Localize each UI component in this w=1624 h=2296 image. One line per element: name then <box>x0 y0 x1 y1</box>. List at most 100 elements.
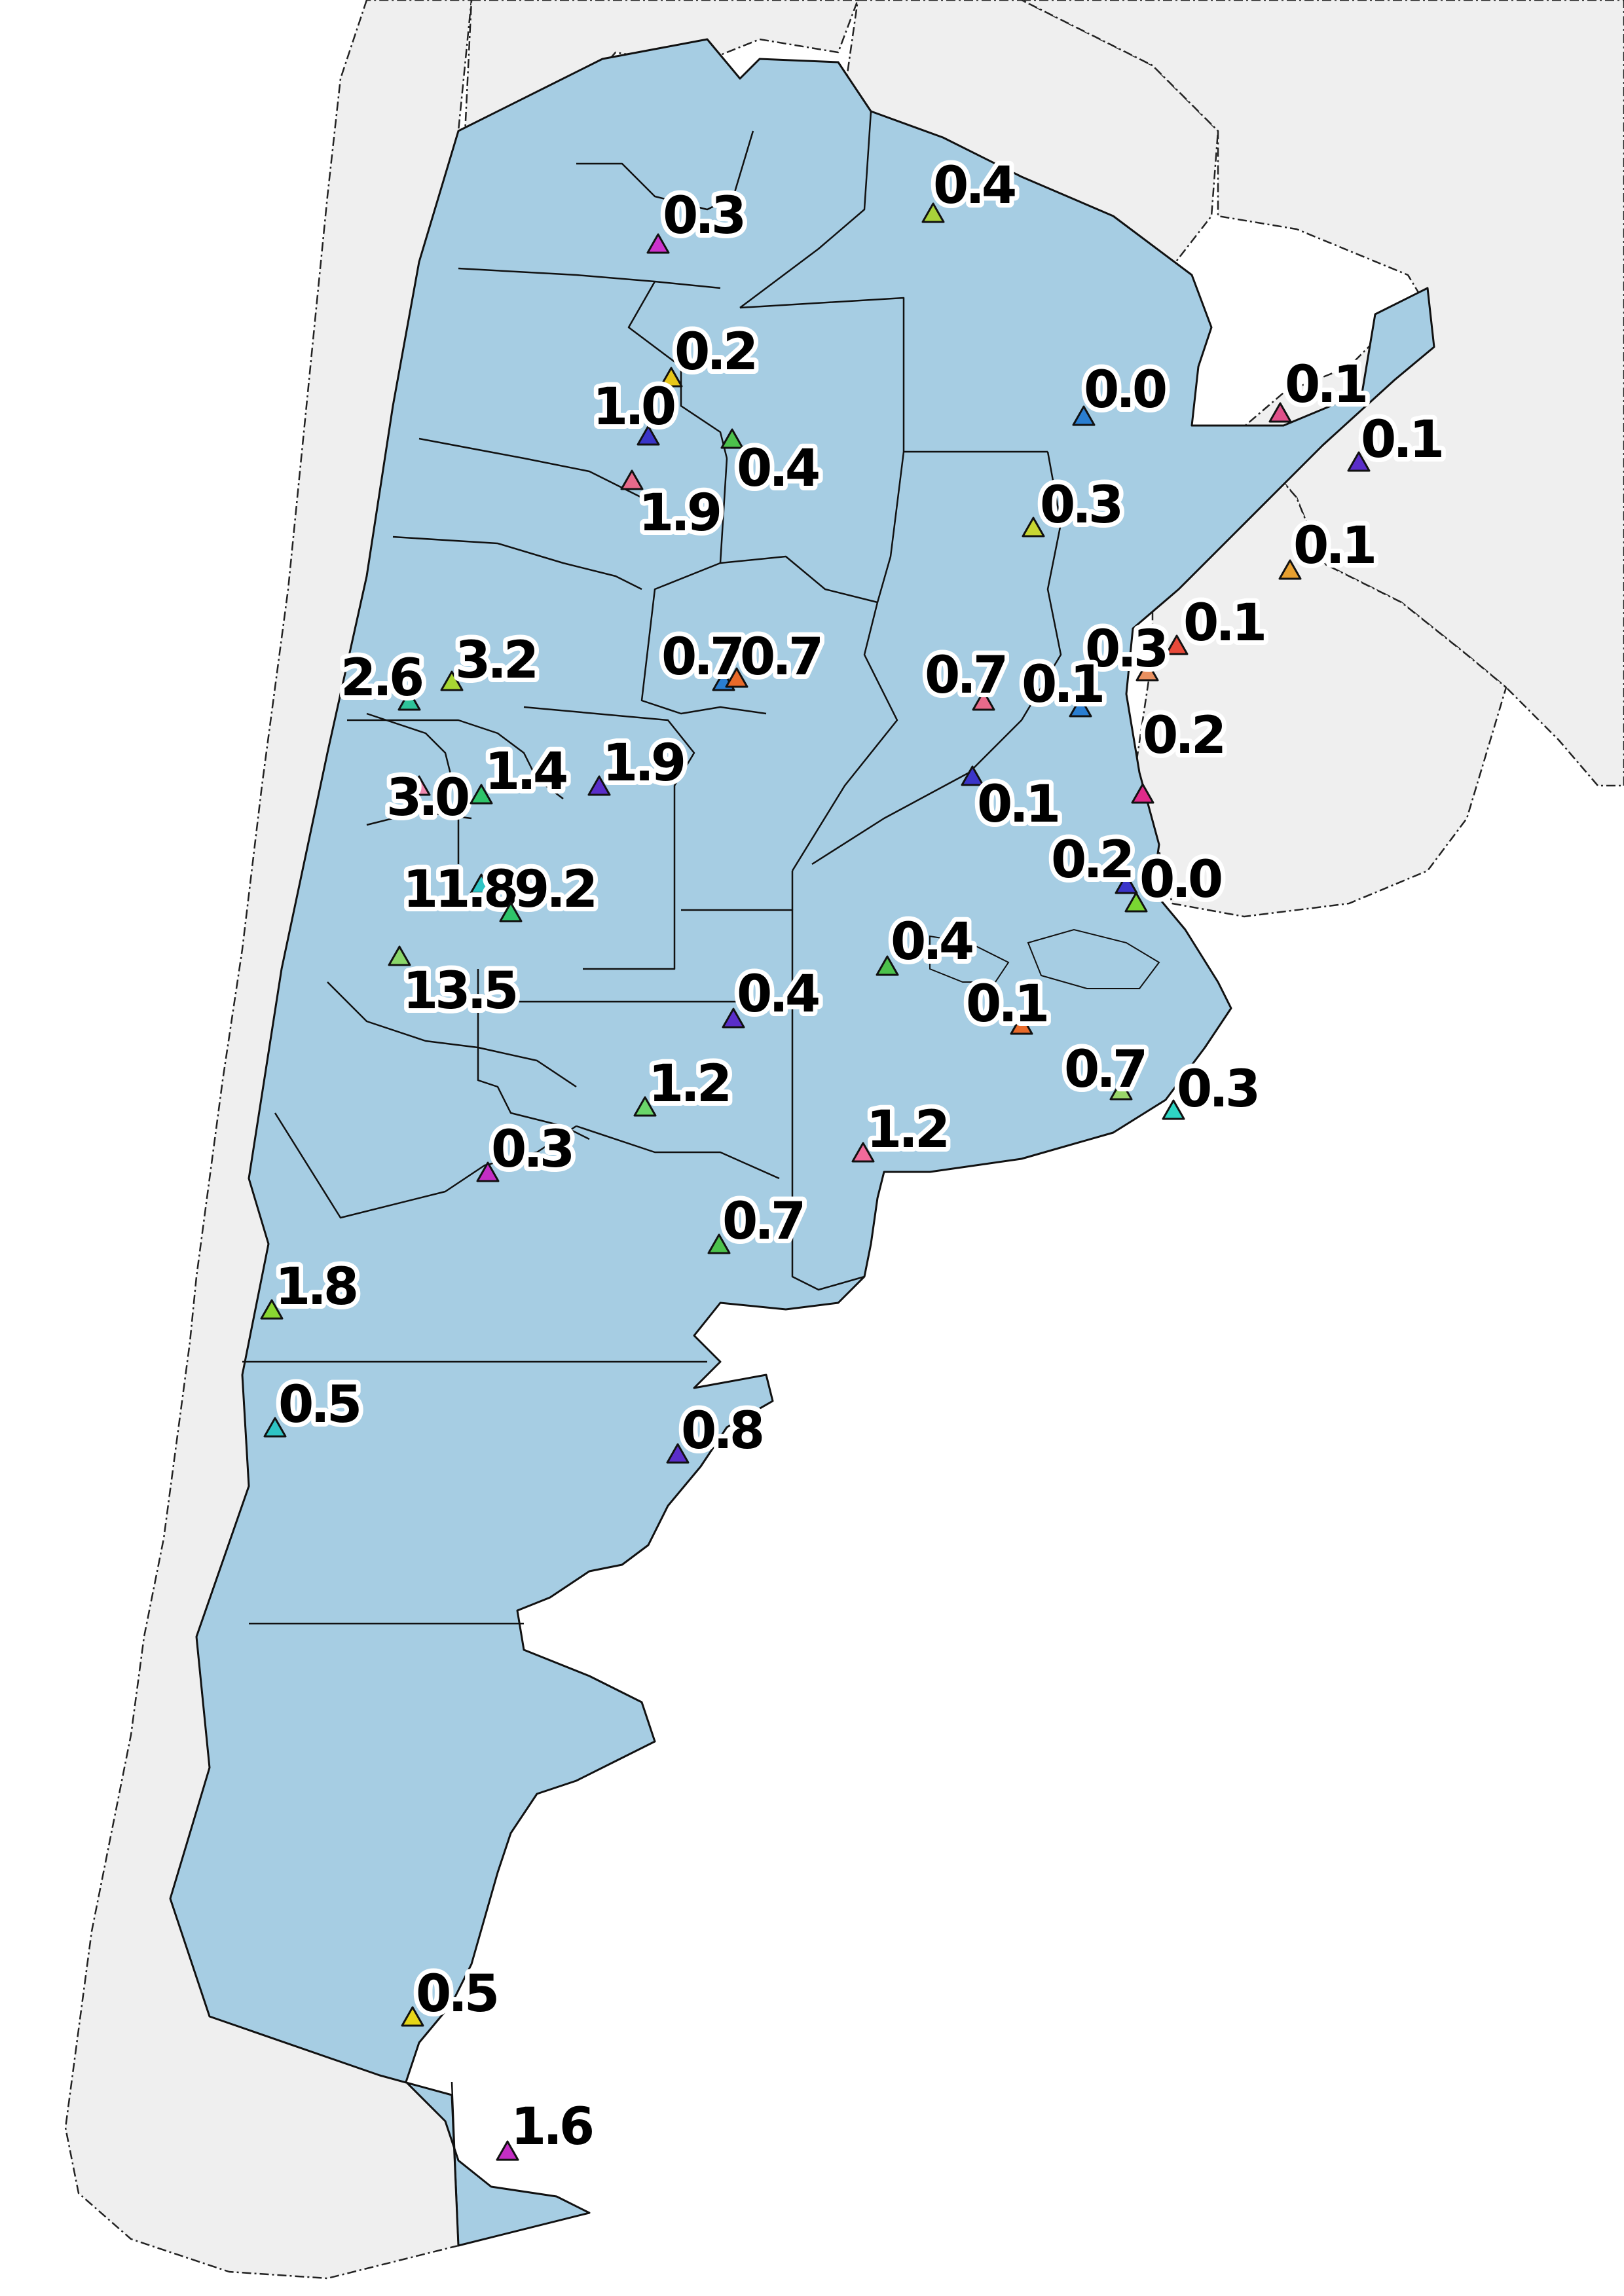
station-value-label: 13.5 <box>403 962 515 1021</box>
station-value-label: 0.3 <box>1177 1060 1257 1119</box>
border-line <box>347 719 564 799</box>
station-value-label: 0.4 <box>933 156 1015 215</box>
station-value-label: 0.1 <box>1361 410 1441 469</box>
station-marker <box>1165 634 1189 655</box>
station-marker <box>1069 697 1092 718</box>
station-value-label: 0.3 <box>1085 620 1166 679</box>
border-line <box>576 130 754 211</box>
station-value-label: 0.0 <box>1139 850 1221 909</box>
station-value-label: 1.9 <box>638 484 720 543</box>
border-line <box>418 437 642 499</box>
station-value-label: 1.2 <box>866 1101 947 1159</box>
station-marker <box>388 945 411 966</box>
station-value-label: 0.7 <box>1064 1040 1145 1099</box>
border-line <box>811 451 1062 866</box>
station-marker <box>666 1443 690 1464</box>
station-value-label: 1.8 <box>275 1258 356 1317</box>
station-value-label: 0.3 <box>663 187 743 246</box>
station-value-label: 3.2 <box>455 631 536 690</box>
station-value-label: 0.3 <box>491 1120 572 1179</box>
station-value-label: 0.2 <box>1051 831 1132 890</box>
station-value-label: 0.0 <box>1084 361 1166 420</box>
station-value-label: 0.7 <box>925 646 1005 705</box>
station-marker <box>407 775 431 796</box>
station-marker <box>725 667 748 688</box>
border-line <box>451 2081 460 2246</box>
station-value-label: 2.6 <box>341 649 422 708</box>
bolivia <box>457 0 859 270</box>
station-value-label: 0.4 <box>737 439 819 498</box>
station-marker <box>1162 1099 1185 1120</box>
border-line <box>392 536 642 591</box>
station-marker <box>637 425 660 446</box>
station-marker <box>1131 783 1154 804</box>
border-line <box>791 451 905 871</box>
station-marker <box>1010 1014 1033 1035</box>
station-value-label: 1.6 <box>511 2098 593 2157</box>
border-line <box>327 981 577 1088</box>
border-line <box>523 706 695 970</box>
station-marker <box>440 670 464 691</box>
station-marker <box>1278 559 1302 580</box>
border-line <box>458 267 721 289</box>
station-value-label: 1.4 <box>485 742 566 801</box>
station-marker <box>470 873 493 894</box>
station-value-label: 0.2 <box>1143 706 1223 765</box>
station-marker <box>659 367 683 388</box>
border-line <box>366 712 460 864</box>
station-marker <box>401 2006 424 2027</box>
station-value-label: 0.1 <box>1022 655 1102 714</box>
station-value-label: 0.7 <box>661 628 742 687</box>
station-marker <box>587 775 611 796</box>
station-marker <box>263 1417 287 1438</box>
border-line <box>739 297 1048 453</box>
station-value-label: 11.8 <box>403 860 516 919</box>
station-value-label: 0.1 <box>1183 594 1264 653</box>
station-marker <box>707 1233 731 1254</box>
station-marker <box>1022 517 1045 538</box>
station-value-label: 0.1 <box>1293 517 1374 575</box>
station-value-label: 0.1 <box>1285 355 1365 414</box>
border-line <box>681 909 865 1291</box>
border-line <box>576 1125 780 1180</box>
station-marker <box>476 1161 500 1182</box>
province-borders <box>242 62 1062 2246</box>
station-marker <box>1347 451 1371 472</box>
falkland-islands <box>929 935 1010 983</box>
neighbor-countries <box>64 0 1624 2280</box>
station-value-label: 0.5 <box>278 1376 359 1434</box>
station-value-label: 3.0 <box>386 769 468 828</box>
border-line <box>640 562 767 715</box>
station-marker <box>496 2140 519 2161</box>
station-marker <box>646 233 670 254</box>
border-line <box>739 62 872 308</box>
station-value-label: 0.3 <box>1040 476 1120 535</box>
station-value-label: 0.1 <box>966 975 1046 1034</box>
station-marker <box>972 690 995 711</box>
station-value-label: 0.4 <box>891 913 972 972</box>
station-value-label: 1.9 <box>602 734 684 793</box>
border-line <box>274 1112 577 1219</box>
station-marker <box>633 1096 657 1117</box>
station-marker <box>470 784 493 805</box>
station-value-label: 0.7 <box>740 628 821 687</box>
station-marker <box>499 902 523 922</box>
border-line <box>719 458 878 604</box>
argentina <box>169 38 1435 2247</box>
station-value-label: 1.2 <box>648 1055 729 1114</box>
station-value-label: 0.2 <box>674 323 755 382</box>
station-layer: 0.30.40.21.00.41.90.0 0.10.10.30.10.10.32… <box>260 152 1449 2161</box>
station-marker <box>260 1299 284 1320</box>
station-value-label: 1.0 <box>593 378 674 437</box>
station-marker <box>397 690 421 711</box>
station-value-label: 0.7 <box>722 1192 803 1251</box>
argentina-mainland <box>169 38 1435 2247</box>
station-marker <box>921 202 945 223</box>
station-marker <box>876 955 899 976</box>
station-marker <box>1109 1080 1133 1101</box>
station-marker <box>722 1008 745 1029</box>
station-marker <box>720 428 744 449</box>
station-marker <box>1268 402 1292 423</box>
station-marker <box>1072 405 1096 426</box>
